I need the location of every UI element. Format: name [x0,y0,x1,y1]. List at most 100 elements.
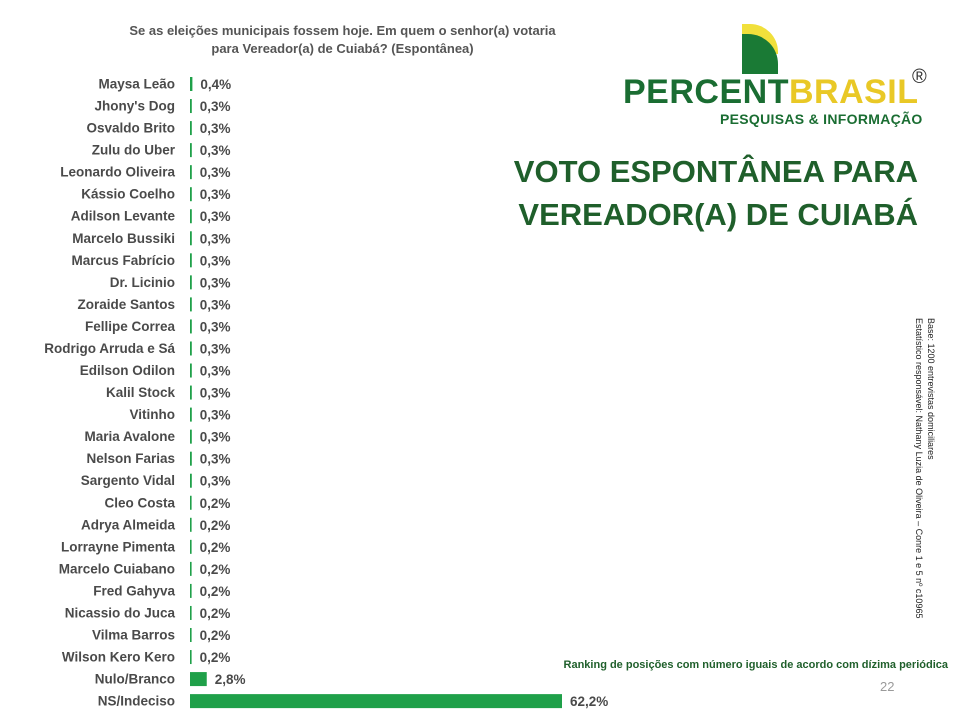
category-label: Nulo/Branco [95,672,175,687]
value-label: 2,8% [215,672,246,687]
bar [190,429,192,444]
bar [190,495,192,510]
bar [190,385,192,400]
category-label: Nicassio do Juca [65,605,176,620]
bar [190,77,193,91]
bar [190,209,192,224]
bar [190,253,192,268]
logo-wordmark-part1: PERCENT [623,73,789,111]
value-label: 0,2% [200,562,231,577]
category-label: Nelson Farias [86,451,175,466]
category-label: Edilson Odilon [80,363,175,378]
value-label: 0,2% [200,540,231,555]
category-label: Rodrigo Arruda e Sá [44,341,175,356]
value-label: 0,3% [200,341,231,356]
bar [190,231,192,246]
bar [190,363,192,378]
bar [190,672,207,687]
value-label: 0,2% [200,650,231,665]
bar [190,605,192,620]
category-label: Vitinho [130,407,176,422]
logo-wordmark-part2: BRASIL [788,73,919,111]
slide-title-line-2: VEREADOR(A) DE CUIABÁ [518,197,918,232]
bar [190,341,192,356]
category-label: Kalil Stock [106,385,176,400]
bar [190,583,192,598]
category-label: Wilson Kero Kero [62,650,175,665]
registered-mark: ® [912,66,927,88]
category-label: Adilson Levante [71,209,176,224]
bar [190,451,192,466]
bar [190,99,192,114]
bar [190,628,192,642]
value-label: 0,3% [200,364,231,379]
value-label: 0,3% [200,165,231,180]
methodology-note-line-2: Estatístico responsável: Nathany Luzia d… [914,318,924,619]
bar [190,407,192,422]
bar [190,694,562,709]
logo-wordmark: PERCENTBRASIL [623,73,919,112]
category-label: Dr. Licinio [110,275,175,290]
bar [190,473,192,488]
category-label: Vilma Barros [92,628,175,643]
category-label: Marcus Fabrício [71,253,175,268]
value-label: 0,3% [200,121,231,136]
value-label: 0,3% [200,253,231,268]
category-label: Osvaldo Brito [86,121,175,136]
category-label: NS/Indeciso [98,694,175,709]
bar [190,297,192,312]
bar [190,143,192,158]
value-label: 0,3% [200,99,231,114]
value-label: 0,2% [200,584,231,599]
value-label: 0,3% [200,430,231,445]
methodology-note-line-1: Base: 1200 entrevistas domiciliares [926,318,936,460]
category-label: Cleo Costa [104,495,175,510]
ranking-note: Ranking de posições com número iguais de… [563,659,948,671]
slide-title-line-1: VOTO ESPONTÂNEA PARA [513,154,918,189]
value-label: 62,2% [570,694,608,709]
category-label: Sargento Vidal [81,473,175,488]
value-label: 0,3% [200,408,231,423]
category-label: Adrya Almeida [81,517,176,532]
bar [190,539,192,554]
category-label: Jhony's Dog [95,99,175,114]
value-label: 0,3% [200,143,231,158]
value-label: 0,3% [200,231,231,246]
bar [190,275,192,290]
bar [190,650,192,665]
value-label: 0,2% [200,496,231,511]
value-label: 0,3% [200,319,231,334]
category-label: Maysa Leão [98,77,175,92]
category-label: Fred Gahyva [93,583,175,598]
value-label: 0,3% [200,187,231,202]
value-label: 0,4% [200,77,231,92]
bar [190,517,192,532]
methodology-note: Base: 1200 entrevistas domiciliares Esta… [913,318,937,618]
category-label: Maria Avalone [84,429,175,444]
value-label: 0,3% [200,474,231,489]
question-line-2: para Vereador(a) de Cuiabá? (Espontânea) [211,41,474,56]
bar [190,165,192,180]
value-label: 0,3% [200,275,231,290]
category-label: Zulu do Uber [92,143,176,158]
value-label: 0,2% [200,518,231,533]
category-label: Leonardo Oliveira [60,165,175,180]
bar [190,319,192,334]
category-label: Fellipe Correa [85,319,176,334]
category-label: Lorrayne Pimenta [61,539,176,554]
category-label: Marcelo Cuiabano [59,561,175,576]
value-label: 0,2% [200,606,231,621]
value-label: 0,2% [200,628,231,643]
question-line-1: Se as eleições municipais fossem hoje. E… [129,23,556,38]
value-label: 0,3% [200,297,231,312]
bar [190,121,192,136]
category-label: Zoraide Santos [77,297,175,312]
logo-tagline: PESQUISAS & INFORMAÇÃO [720,111,923,127]
percentbrasil-logo: PERCENTBRASIL ® PESQUISAS & INFORMAÇÃO [620,22,940,130]
value-label: 0,3% [200,386,231,401]
category-label: Kássio Coelho [81,187,175,202]
value-label: 0,3% [200,209,231,224]
page-number: 22 [880,679,895,694]
bar [190,561,192,576]
